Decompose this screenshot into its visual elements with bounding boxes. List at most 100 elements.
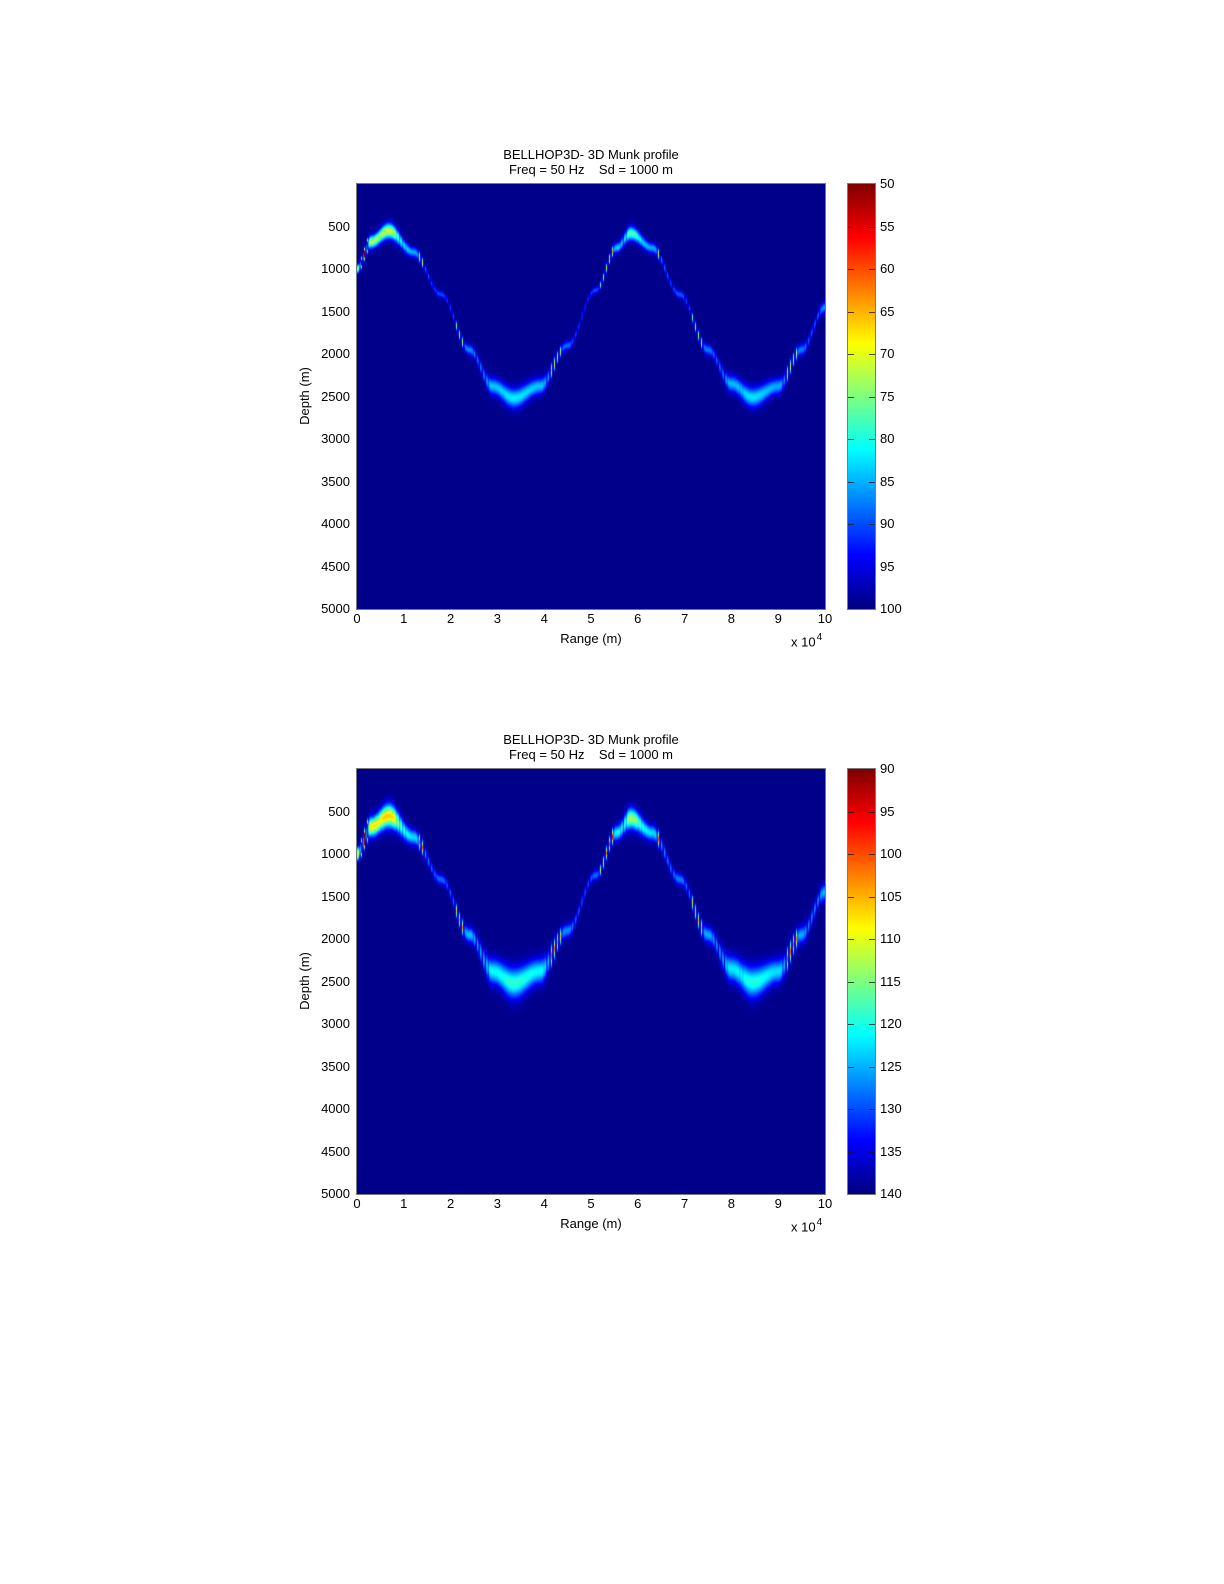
y-tick-label: 4500 [321, 1144, 350, 1159]
plot-area [356, 183, 826, 610]
colorbar-tick-mark [848, 1067, 854, 1068]
colorbar-tick-mark [848, 227, 854, 228]
x-axis-exponent: x 104 [791, 1217, 823, 1234]
colorbar-tick-mark [869, 482, 875, 483]
x-tick-label: 9 [774, 1196, 782, 1211]
colorbar-tick-mark [848, 567, 854, 568]
exponent-power: 4 [816, 1217, 823, 1228]
y-tick-label: 1000 [321, 846, 350, 861]
colorbar-tick-mark [869, 397, 875, 398]
colorbar-tick-label: 90 [880, 516, 895, 531]
colorbar-tick-label: 100 [880, 601, 902, 616]
colorbar-tick-mark [848, 1152, 854, 1153]
colorbar-tick-mark [869, 354, 875, 355]
colorbar [847, 768, 876, 1195]
y-tick-label: 3000 [321, 1016, 350, 1031]
colorbar-tick-label: 50 [880, 176, 895, 191]
colorbar-tick-mark [869, 227, 875, 228]
x-tick-label: 9 [774, 611, 782, 626]
figure-title: BELLHOP3D- 3D Munk profile [503, 732, 679, 747]
y-tick-label: 500 [328, 219, 350, 234]
colorbar-tick-mark [869, 1067, 875, 1068]
colorbar-tick-label: 135 [880, 1144, 902, 1159]
y-tick-label: 4000 [321, 1101, 350, 1116]
x-tick-label: 8 [727, 611, 735, 626]
colorbar-gradient [848, 184, 875, 609]
plot-area [356, 768, 826, 1195]
colorbar-tick-mark [869, 567, 875, 568]
colorbar [847, 183, 876, 610]
colorbar-tick-mark [869, 939, 875, 940]
colorbar-tick-mark [869, 439, 875, 440]
x-tick-label: 1 [400, 1196, 408, 1211]
colorbar-tick-label: 60 [880, 261, 895, 276]
x-tick-label: 10 [817, 611, 833, 626]
colorbar-tick-mark [869, 312, 875, 313]
y-tick-label: 5000 [321, 1186, 350, 1201]
transmission-loss-heatmap [357, 184, 825, 609]
figure-transmission-loss-1: BELLHOP3D- 3D Munk profile Freq = 50 Hz … [0, 0, 1224, 649]
colorbar-tick-mark [848, 1024, 854, 1025]
y-tick-label: 2500 [321, 389, 350, 404]
figure-subtitle: Freq = 50 Hz Sd = 1000 m [508, 747, 674, 762]
y-tick-label: 3500 [321, 474, 350, 489]
x-tick-label: 2 [446, 1196, 455, 1211]
colorbar-tick-mark [869, 1152, 875, 1153]
y-tick-label: 2000 [321, 346, 350, 361]
transmission-loss-heatmap [357, 769, 825, 1194]
x-tick-label: 5 [587, 611, 595, 626]
exponent-prefix: x 10 [791, 634, 816, 650]
y-tick-label: 2000 [321, 931, 350, 946]
colorbar-tick-mark [869, 1024, 875, 1025]
colorbar-tick-mark [848, 897, 854, 898]
x-tick-label: 7 [680, 1196, 689, 1211]
x-tick-label: 4 [540, 1196, 548, 1211]
colorbar-tick-label: 65 [880, 304, 895, 319]
colorbar-tick-label: 100 [880, 846, 902, 861]
y-tick-label: 2500 [321, 974, 350, 989]
x-axis-label: Range (m) [560, 1216, 622, 1231]
colorbar-tick-label: 110 [880, 931, 901, 946]
colorbar-tick-label: 80 [880, 431, 895, 446]
colorbar-tick-mark [848, 482, 854, 483]
figure-subtitle: Freq = 50 Hz Sd = 1000 m [508, 162, 674, 177]
colorbar-tick-mark [869, 854, 875, 855]
colorbar-tick-label: 95 [880, 559, 895, 574]
x-tick-label: 5 [587, 1196, 595, 1211]
colorbar-tick-mark [848, 439, 854, 440]
colorbar-tick-label: 115 [880, 974, 901, 989]
x-tick-label: 7 [680, 611, 689, 626]
colorbar-tick-label: 90 [880, 761, 895, 776]
x-tick-label: 3 [493, 1196, 501, 1211]
colorbar-tick-mark [848, 524, 854, 525]
colorbar-tick-label: 85 [880, 474, 895, 489]
colorbar-tick-mark [869, 269, 875, 270]
colorbar-tick-mark [848, 812, 854, 813]
x-tick-label: 8 [727, 1196, 735, 1211]
colorbar-tick-mark [869, 812, 875, 813]
x-tick-label: 0 [353, 1196, 361, 1211]
x-tick-label: 1 [400, 611, 408, 626]
colorbar-tick-label: 130 [880, 1101, 902, 1116]
colorbar-tick-label: 75 [880, 389, 895, 404]
y-tick-label: 5000 [321, 601, 350, 616]
colorbar-tick-label: 70 [880, 346, 895, 361]
colorbar-tick-label: 140 [880, 1186, 902, 1201]
colorbar-tick-mark [848, 939, 854, 940]
figure-title: BELLHOP3D- 3D Munk profile [503, 147, 679, 162]
y-tick-label: 1500 [321, 304, 350, 319]
colorbar-tick-mark [869, 524, 875, 525]
colorbar-tick-mark [848, 1109, 854, 1110]
x-tick-label: 2 [446, 611, 455, 626]
colorbar-tick-mark [869, 1109, 875, 1110]
x-tick-label: 10 [817, 1196, 833, 1211]
y-tick-label: 1500 [321, 889, 350, 904]
figure-transmission-loss-2: BELLHOP3D- 3D Munk profile Freq = 50 Hz … [0, 585, 1224, 1234]
colorbar-tick-label: 105 [880, 889, 902, 904]
x-tick-label: 6 [634, 1196, 642, 1211]
exponent-power: 4 [816, 632, 823, 643]
colorbar-gradient [848, 769, 875, 1194]
y-tick-label: 500 [328, 804, 350, 819]
x-tick-label: 0 [353, 611, 361, 626]
